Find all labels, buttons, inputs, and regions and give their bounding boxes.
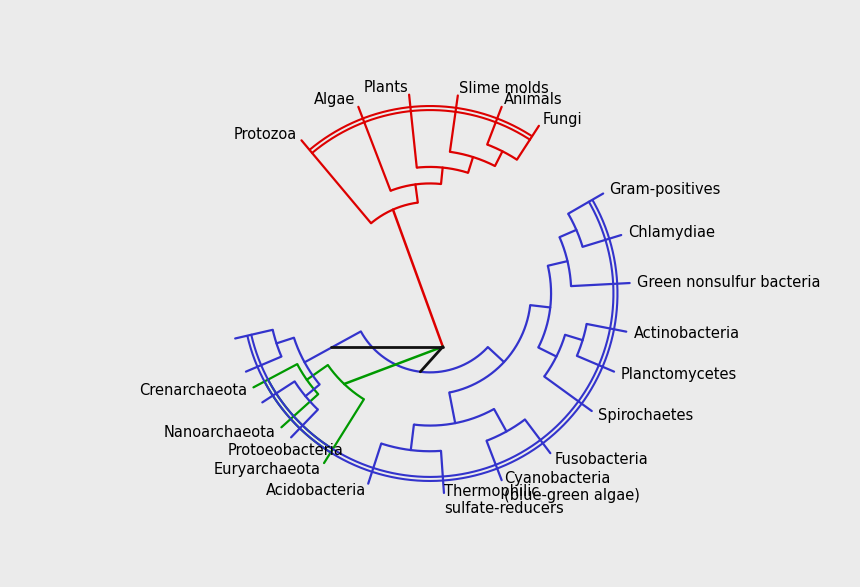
Text: Slime molds: Slime molds: [459, 81, 549, 96]
Text: Acidobacteria: Acidobacteria: [266, 483, 366, 498]
Text: Fungi: Fungi: [543, 112, 582, 127]
Text: Spirochaetes: Spirochaetes: [598, 408, 693, 423]
Text: Gram-positives: Gram-positives: [610, 183, 721, 197]
Text: Animals: Animals: [504, 93, 563, 107]
Text: Algae: Algae: [315, 93, 356, 107]
Text: Chlamydiae: Chlamydiae: [628, 225, 716, 241]
Text: Planctomycetes: Planctomycetes: [621, 367, 737, 382]
Text: Protoeobacteria: Protoeobacteria: [228, 443, 344, 458]
Text: Protozoa: Protozoa: [234, 127, 297, 142]
Text: Actinobacteria: Actinobacteria: [634, 326, 740, 340]
Text: Fusobacteria: Fusobacteria: [555, 451, 648, 467]
Text: Nanoarchaeota: Nanoarchaeota: [164, 425, 276, 440]
Text: Cyanobacteria
(blue-green algae): Cyanobacteria (blue-green algae): [504, 471, 640, 503]
Text: Plants: Plants: [364, 80, 408, 95]
Text: Euryarchaeota: Euryarchaeota: [213, 462, 320, 477]
Text: Thermophilic
sulfate-reducers: Thermophilic sulfate-reducers: [445, 484, 564, 517]
Text: Crenarchaeota: Crenarchaeota: [138, 383, 247, 399]
Text: Green nonsulfur bacteria: Green nonsulfur bacteria: [637, 275, 820, 290]
